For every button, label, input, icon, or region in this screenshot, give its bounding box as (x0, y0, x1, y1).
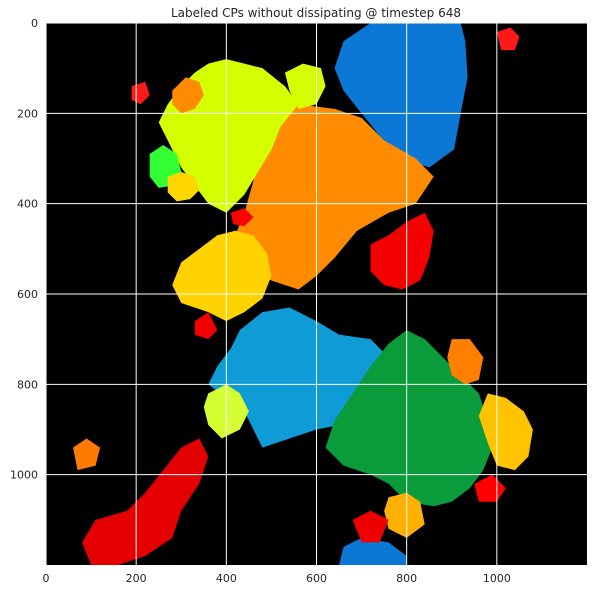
x-tick-label: 600 (306, 572, 327, 585)
region-yellow-center-left (172, 230, 272, 322)
grid-layer (45, 22, 587, 565)
x-axis-ticks: 0 200 400 600 800 1000 (43, 572, 511, 585)
region-yellow-bottom (384, 492, 425, 538)
x-tick-label: 800 (396, 572, 417, 585)
y-tick-label: 1000 (10, 469, 38, 482)
region-yellow-right (478, 393, 533, 471)
y-tick-label: 800 (17, 378, 38, 391)
region-red-top-right (496, 27, 520, 51)
region-red-right (474, 474, 506, 502)
y-tick-label: 0 (31, 17, 38, 30)
region-orange-right (447, 339, 484, 385)
chart-title: Labeled CPs without dissipating @ timest… (171, 6, 461, 20)
x-tick-label: 1000 (483, 572, 511, 585)
y-tick-label: 600 (17, 288, 38, 301)
x-tick-label: 0 (43, 572, 50, 585)
region-red-center-top (230, 208, 254, 227)
region-orange-upper-left (172, 77, 204, 114)
region-yellow-green-top (284, 63, 326, 109)
region-orange-left (73, 438, 101, 471)
region-red-bottom-left (82, 438, 209, 565)
region-yellow-small (167, 172, 200, 202)
y-tick-label: 200 (17, 107, 38, 120)
region-green-bottom (325, 330, 493, 507)
region-orange-center (235, 104, 434, 290)
region-red-center-left (194, 312, 218, 340)
region-blue-top (334, 23, 468, 168)
x-tick-label: 200 (126, 572, 147, 585)
plot-area (45, 22, 587, 565)
region-red-bottom-mid (352, 510, 389, 543)
y-axis-ticks: 0 200 400 600 800 1000 (10, 17, 38, 482)
region-red-right-center (370, 212, 434, 290)
x-tick-label: 400 (216, 572, 237, 585)
region-blue-bottom (339, 537, 407, 565)
regions-layer (73, 23, 533, 565)
y-tick-label: 400 (17, 198, 38, 211)
